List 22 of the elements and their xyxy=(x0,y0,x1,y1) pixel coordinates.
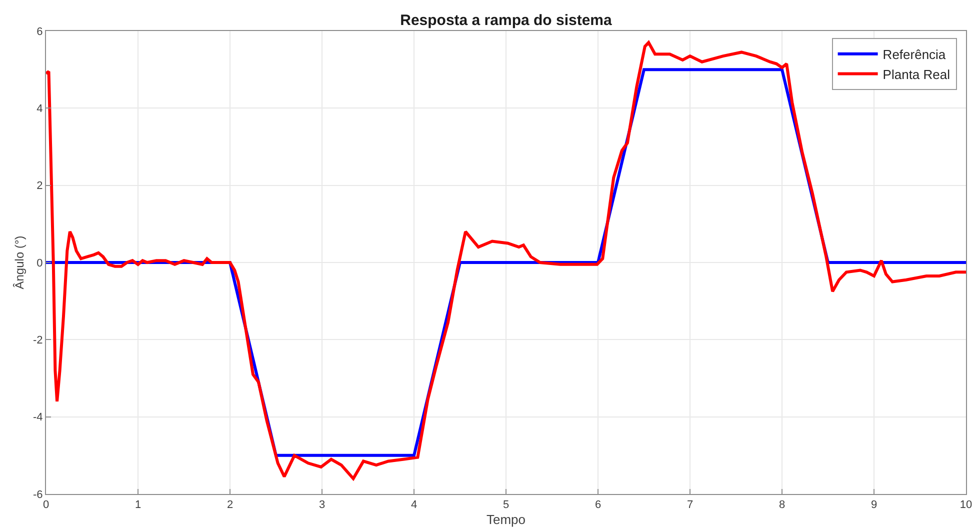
y-tick-label: 4 xyxy=(36,103,43,116)
y-tick-label: 0 xyxy=(36,257,43,270)
chart-title: Resposta a rampa do sistema xyxy=(400,12,613,29)
legend-label: Referência xyxy=(882,46,946,62)
x-tick-label: 3 xyxy=(318,499,326,512)
x-tick-label: 5 xyxy=(502,499,510,512)
y-tick-label: -4 xyxy=(33,412,43,424)
y-tick-label: -2 xyxy=(33,334,43,347)
x-tick-label: 8 xyxy=(778,499,786,512)
y-tick-label: -6 xyxy=(33,488,43,501)
x-tick-label: 4 xyxy=(410,499,418,512)
x-tick-label: 10 xyxy=(960,499,972,512)
x-tick-label: 6 xyxy=(594,499,602,512)
x-axis-title: Tempo xyxy=(486,512,526,527)
y-tick-label: 6 xyxy=(36,26,43,38)
y-tick-label: 2 xyxy=(36,180,43,192)
x-tick-label: 1 xyxy=(134,499,142,512)
legend-label: Planta Real xyxy=(882,66,950,82)
x-tick-label: 2 xyxy=(226,499,234,512)
y-axis-title: Ângulo (°) xyxy=(12,236,26,290)
x-tick-label: 9 xyxy=(870,499,878,512)
x-tick-label: 7 xyxy=(686,499,694,512)
